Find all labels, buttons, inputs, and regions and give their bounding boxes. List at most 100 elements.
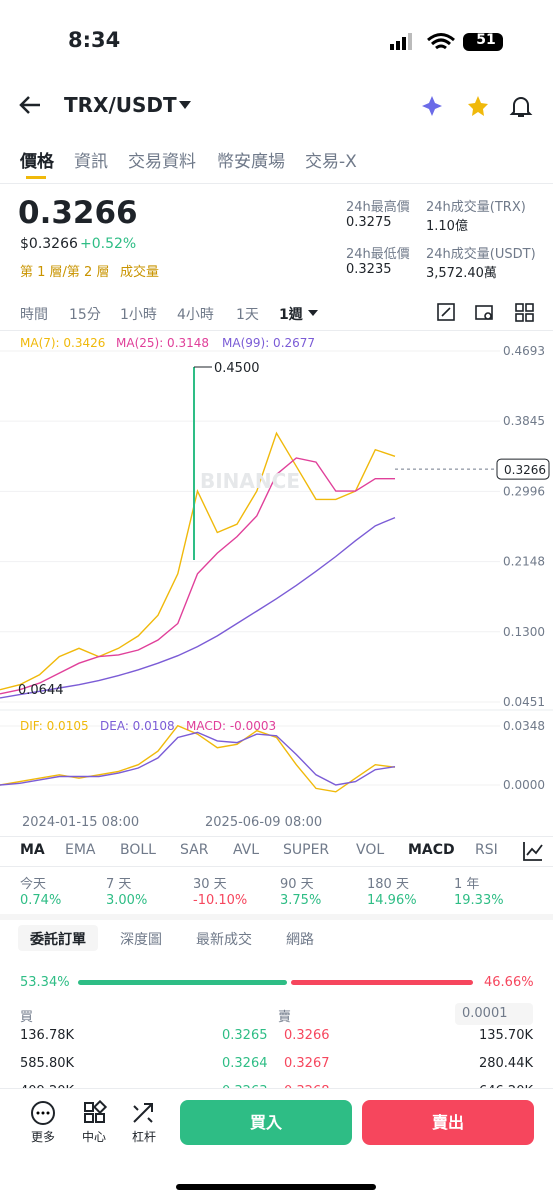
ask-price: 0.3268 xyxy=(284,1084,330,1088)
return-value: 3.75% xyxy=(280,893,322,908)
sell-header: 賣 xyxy=(278,1010,292,1025)
divider xyxy=(0,183,553,184)
x-label: 2025-06-09 08:00 xyxy=(205,815,323,830)
ma-line xyxy=(0,457,395,695)
stat-label: 24h成交量(USDT) xyxy=(426,247,536,262)
precision-select[interactable] xyxy=(455,1003,533,1025)
tab[interactable]: 交易資料 xyxy=(128,152,196,172)
tab[interactable]: 幣安廣場 xyxy=(217,152,285,172)
order-book: 136.78K 0.3265 0.3266 135.70K 585.80K 0.3264 0… xyxy=(0,1028,553,1088)
tags[interactable]: 第 1 層/第 2 層 xyxy=(20,265,110,280)
interval[interactable]: 1天 xyxy=(236,307,259,323)
bid-price: 0.3265 xyxy=(222,1028,268,1043)
return-value: 0.74% xyxy=(20,893,62,908)
ask-amount: 646.20K xyxy=(479,1084,533,1088)
indicator[interactable]: MACD xyxy=(408,842,455,858)
return-period: 今天 xyxy=(20,877,47,892)
sell-ratio: 46.66% xyxy=(484,975,534,990)
interval[interactable]: 15分 xyxy=(69,307,101,323)
book-tab[interactable]: 委託訂單 xyxy=(30,932,86,948)
return-period: 7 天 xyxy=(106,877,132,892)
return-period: 30 天 xyxy=(193,877,227,892)
sell-ratio-bar xyxy=(290,980,473,985)
y-tick-label: 0.2148 xyxy=(503,555,545,569)
y-tick-label: 0.4693 xyxy=(503,344,545,358)
tab-indicator xyxy=(26,176,46,179)
indicator[interactable]: SUPER xyxy=(283,842,330,858)
bid-amount: 409.20K xyxy=(20,1084,74,1088)
indicator-settings[interactable] xyxy=(522,840,544,862)
indicator[interactable]: AVL xyxy=(233,842,260,858)
status-time: 8:34 xyxy=(68,28,121,52)
buy-header: 買 xyxy=(20,1010,34,1025)
y-tick-label: 0.3845 xyxy=(503,414,545,428)
home-indicator xyxy=(176,1184,376,1190)
last-price: 0.3266 xyxy=(18,195,138,231)
indicator[interactable]: RSI xyxy=(475,842,498,858)
book-tab[interactable]: 最新成交 xyxy=(196,932,252,948)
stat-label: 24h最低價 xyxy=(346,247,410,262)
stat-value: 1.10億 xyxy=(426,219,468,234)
buy-button[interactable]: 買入 xyxy=(180,1100,352,1145)
current-price-box xyxy=(496,458,550,480)
indicator[interactable]: SAR xyxy=(180,842,209,858)
volume-link[interactable]: 成交量 xyxy=(120,265,160,280)
interval[interactable]: 時間 xyxy=(20,307,48,323)
tab[interactable]: 價格 xyxy=(20,152,54,172)
interval-selected[interactable]: 1週 xyxy=(279,307,303,323)
tab[interactable]: 資訊 xyxy=(74,152,108,172)
section-gap xyxy=(0,914,553,920)
indicator[interactable]: BOLL xyxy=(120,842,156,858)
nav-label[interactable]: 中心 xyxy=(82,1130,107,1144)
macd-legend: DEA: 0.0108 xyxy=(100,719,175,733)
indicator[interactable]: VOL xyxy=(356,842,385,858)
interval-dropdown[interactable] xyxy=(307,309,319,317)
indicator[interactable]: EMA xyxy=(65,842,96,858)
chart-tools[interactable] xyxy=(436,302,536,324)
bid-amount: 585.80K xyxy=(20,1056,75,1071)
interval[interactable]: 1小時 xyxy=(120,307,157,323)
pair-dropdown[interactable] xyxy=(178,100,192,110)
ma-line xyxy=(0,731,396,786)
return-period: 1 年 xyxy=(454,877,480,892)
ma-line xyxy=(0,431,396,691)
tab[interactable]: 交易-X xyxy=(305,152,357,172)
return-value: 19.33% xyxy=(454,893,504,908)
back-button[interactable] xyxy=(18,94,44,116)
divider xyxy=(0,330,553,331)
nav-label[interactable]: 更多 xyxy=(31,1130,56,1144)
chart-area: 0.4693 0.3845 0.2996 0.2148 0.1300 0.0451 BINA… xyxy=(0,344,553,793)
interval[interactable]: 4小時 xyxy=(177,307,214,323)
return-period: 180 天 xyxy=(367,877,409,892)
return-value: 3.00% xyxy=(106,893,148,908)
y-tick-label: 0.0348 xyxy=(503,719,545,733)
y-tick-label: 0.2996 xyxy=(503,484,545,498)
pair-title[interactable]: TRX/USDT xyxy=(64,93,177,117)
return-period: 90 天 xyxy=(280,877,314,892)
book-tab[interactable]: 網路 xyxy=(286,932,314,948)
stat-value: 0.3235 xyxy=(346,262,392,277)
indicator[interactable]: MA xyxy=(20,842,45,858)
ma-legend: MA(99): 0.2677 xyxy=(222,336,316,350)
ma-legend: MA(7): 0.3426 xyxy=(20,336,106,350)
ask-amount: 280.44K xyxy=(478,1056,533,1071)
sell-button[interactable]: 賣出 xyxy=(362,1100,534,1145)
book-tab[interactable]: 深度圖 xyxy=(120,932,162,948)
ma-line xyxy=(0,724,396,793)
high-label: 0.4500 xyxy=(214,361,260,376)
divider xyxy=(0,836,553,837)
ma-line xyxy=(0,516,396,699)
macd-legend: DIF: 0.0105 xyxy=(20,719,89,733)
precision[interactable]: 0.0001 xyxy=(462,1006,508,1021)
stat-label: 24h最高價 xyxy=(346,200,410,215)
return-value: 14.96% xyxy=(367,893,417,908)
nav-label[interactable]: 杠杆 xyxy=(132,1130,157,1144)
low-label: 0.0644 xyxy=(18,683,64,698)
nav-icons[interactable] xyxy=(30,1100,170,1126)
header-icons[interactable] xyxy=(420,94,540,120)
bid-price: 0.3264 xyxy=(222,1056,268,1071)
ask-price: 0.3267 xyxy=(284,1056,330,1071)
buy-ratio-bar xyxy=(78,980,287,985)
